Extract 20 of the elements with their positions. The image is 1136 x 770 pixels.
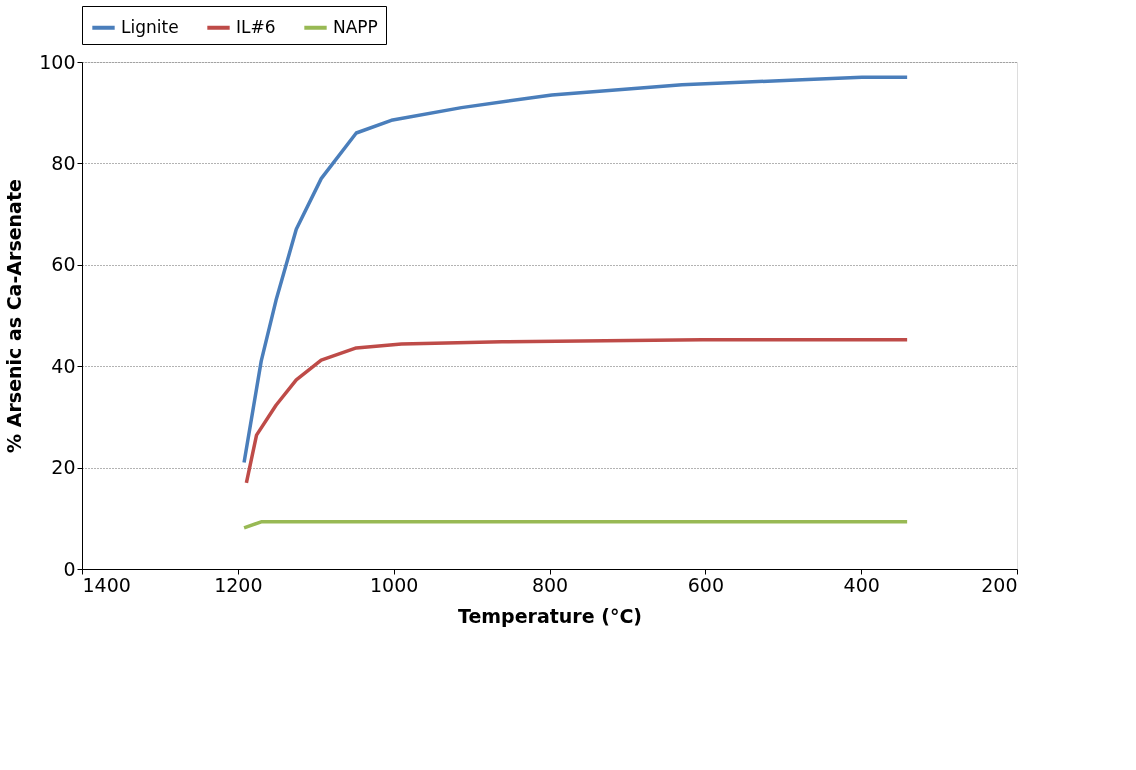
y-tick-label: 80 xyxy=(51,151,76,174)
legend-label: NAPP xyxy=(333,16,378,37)
line-series xyxy=(242,75,909,465)
line-series xyxy=(244,338,909,485)
y-tick-label: 40 xyxy=(51,354,76,377)
legend-label: IL#6 xyxy=(236,16,276,37)
legend-label: Lignite xyxy=(121,16,179,37)
x-tick-label: 200 xyxy=(981,573,1018,596)
x-axis-title: Temperature (°C) xyxy=(457,604,643,627)
y-tick-label: 60 xyxy=(51,253,76,276)
y-axis-title: % Arsenic as Ca-Arsenate xyxy=(3,179,26,453)
x-tick-label: 1400 xyxy=(82,573,131,596)
y-tick-label: 20 xyxy=(51,456,76,479)
y-tick-label: 0 xyxy=(63,557,76,580)
x-tick-label: 400 xyxy=(843,573,880,596)
x-tick-label: 600 xyxy=(687,573,724,596)
y-tick-label: 100 xyxy=(39,50,76,73)
x-tick-label: 1200 xyxy=(214,573,263,596)
x-tick-label: 800 xyxy=(531,573,569,596)
x-tick-label: 1000 xyxy=(369,573,419,596)
